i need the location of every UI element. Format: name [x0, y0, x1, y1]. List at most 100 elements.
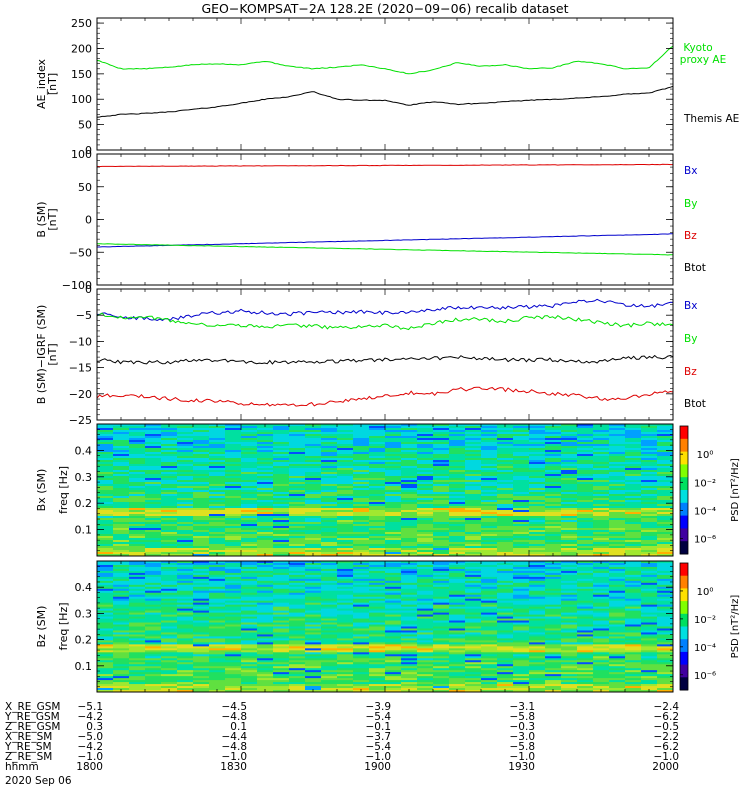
spectrogram-cell — [465, 522, 482, 525]
spectrogram-cell — [497, 578, 514, 582]
spectrogram-cell — [129, 638, 146, 641]
spectrogram-cell — [401, 448, 418, 451]
spectrogram-cell — [241, 458, 258, 461]
spectrogram-cell — [609, 492, 626, 495]
spectrogram-cell — [113, 522, 130, 525]
spectrogram-cell — [625, 528, 642, 531]
spectrogram-cell — [401, 446, 418, 449]
spectrogram-cell — [369, 666, 386, 669]
spectrogram-cell — [225, 480, 242, 483]
spectrogram-cell — [305, 480, 322, 483]
spectrogram-cell — [305, 536, 322, 539]
spectrogram-cell — [273, 642, 290, 645]
spectrogram-cell — [337, 462, 354, 465]
spectrogram-cell — [513, 430, 530, 433]
spectrogram-cell — [401, 578, 418, 582]
spectrogram-cell — [193, 504, 210, 507]
spectrogram-cell — [113, 468, 130, 471]
spectrogram-cell — [337, 522, 354, 525]
spectrogram-cell — [385, 510, 402, 513]
spectrogram-cell — [641, 532, 658, 535]
spectrogram-cell — [593, 518, 610, 521]
spectrogram-cell — [497, 484, 514, 487]
spectrogram-cell — [625, 426, 642, 429]
spectrogram-cell — [129, 474, 146, 477]
spectrogram-cell — [385, 580, 402, 584]
spectrogram-cell — [401, 428, 418, 431]
spectrogram-cell — [305, 482, 322, 485]
spectrogram-cell — [193, 586, 210, 590]
spectrogram-cell — [337, 428, 354, 431]
spectrogram-cell — [593, 620, 610, 624]
spectrogram-cell — [289, 658, 306, 661]
spectrogram-cell — [337, 566, 354, 570]
spectrogram-cell — [625, 592, 642, 596]
spectrogram-cell — [513, 440, 530, 443]
spectrogram-cell — [593, 582, 610, 586]
spectrogram-cell — [577, 544, 594, 547]
spectrogram-cell — [193, 444, 210, 447]
spectrogram-cell — [545, 546, 562, 549]
spectrogram-cell — [241, 584, 258, 588]
spectrogram-cell — [657, 538, 673, 541]
yunit: [nT] — [46, 208, 59, 230]
spectrogram-cell — [273, 540, 290, 543]
spectrogram-cell — [289, 594, 306, 598]
spectrogram-cell — [545, 570, 562, 574]
spectrogram-cell — [497, 636, 514, 639]
spectrogram-cell — [257, 520, 274, 523]
spectrogram-cell — [481, 570, 498, 574]
spectrogram-cell — [529, 610, 546, 614]
spectrogram-cell — [657, 662, 673, 665]
spectrogram-cell — [609, 588, 626, 592]
spectrogram-cell — [289, 446, 306, 449]
spectrogram-cell — [353, 600, 370, 604]
spectrogram-cell — [369, 438, 386, 441]
spectrogram-cell — [305, 438, 322, 441]
spectrogram-cell — [209, 674, 226, 677]
spectrogram-cell — [321, 442, 338, 445]
spectrogram-cell — [145, 584, 162, 588]
spectrogram-cell — [433, 590, 450, 594]
spectrogram-cell — [433, 488, 450, 491]
spectrogram-cell — [417, 578, 434, 582]
spectrogram-cell — [353, 662, 370, 665]
spectrogram-cell — [289, 510, 306, 513]
spectrogram-cell — [465, 496, 482, 499]
spectrogram-cell — [225, 582, 242, 586]
spectrogram-cell — [353, 500, 370, 503]
spectrogram-cell — [321, 644, 338, 647]
spectrogram-cell — [337, 530, 354, 533]
spectrogram-cell — [193, 610, 210, 614]
spectrogram-cell — [257, 488, 274, 491]
spectrogram-cell — [193, 664, 210, 667]
spectrogram-cell — [513, 534, 530, 537]
spectrogram-cell — [337, 450, 354, 453]
spectrogram-cell — [657, 530, 673, 533]
spectrogram-cell — [513, 486, 530, 489]
spectrogram-cell — [97, 516, 114, 519]
spectrogram-cell — [321, 654, 338, 657]
spectrogram-cell — [369, 561, 386, 564]
spectrogram-cell — [353, 486, 370, 489]
spectrogram-cell — [481, 450, 498, 453]
spectrogram-cell — [161, 536, 178, 539]
spectrogram-cell — [97, 550, 114, 553]
spectrogram-cell — [593, 432, 610, 435]
spectrogram-cell — [433, 632, 450, 636]
spectrogram-cell — [241, 520, 258, 523]
spectrogram-cell — [577, 444, 594, 447]
spectrogram-cell — [545, 538, 562, 541]
spectrogram-cell — [529, 580, 546, 584]
spectrogram-cell — [129, 528, 146, 531]
spectrogram-cell — [561, 502, 578, 505]
spectrogram-cell — [545, 438, 562, 441]
spectrogram-cell — [193, 454, 210, 457]
spectrogram-cell — [177, 658, 194, 661]
spectrogram-cell — [289, 666, 306, 669]
spectrogram-cell — [481, 566, 498, 570]
spectrogram-cell — [545, 674, 562, 677]
spectrogram-cell — [641, 460, 658, 463]
spectrogram-cell — [145, 612, 162, 616]
spectrogram-cell — [209, 612, 226, 616]
